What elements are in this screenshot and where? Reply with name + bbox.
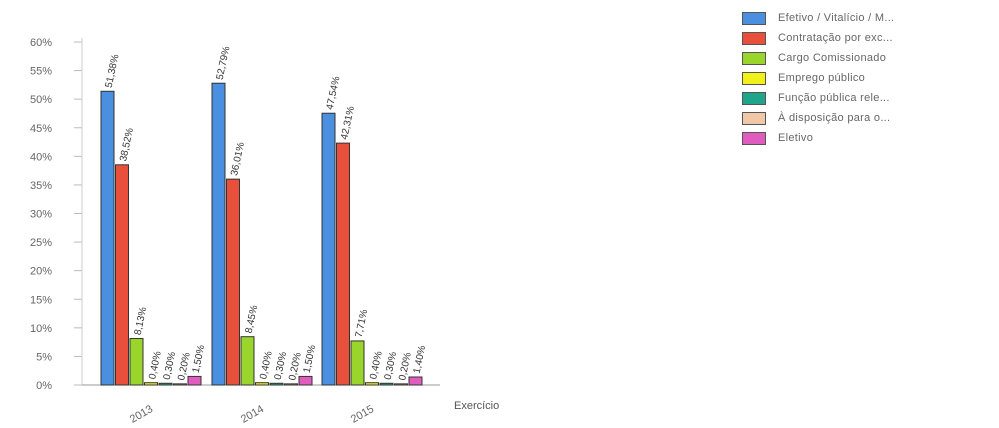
data-label: 52,79%: [215, 45, 233, 81]
bar-7-2014: [298, 375, 313, 386]
y-tick-label: 50%: [30, 94, 52, 106]
bar-7-2015: [408, 376, 423, 386]
data-label: 47,54%: [325, 75, 343, 111]
legend-label: Eletivo: [778, 132, 814, 144]
legend-label: Emprego público: [778, 72, 866, 84]
bar-3-2014: [240, 336, 255, 386]
legend-item[interactable]: Contratação por exc...: [742, 28, 992, 48]
legend-label: Efetivo / Vitalício / M...: [778, 12, 895, 24]
x-tick-label: 2013: [128, 403, 155, 423]
bar-4-2013: [144, 382, 158, 386]
y-tick-label: 40%: [30, 151, 52, 163]
legend-item[interactable]: À disposição para o...: [742, 108, 992, 128]
legend-item[interactable]: Função pública rele...: [742, 88, 992, 108]
legend-swatch: [742, 11, 766, 25]
bar-2-2015: [336, 142, 350, 386]
legend-item[interactable]: Emprego público: [742, 68, 992, 88]
data-label: 42,31%: [339, 105, 357, 141]
bar-4-2015: [365, 382, 379, 386]
data-label: 1,50%: [191, 344, 208, 374]
y-tick-label: 15%: [30, 294, 52, 306]
y-tick-label: 35%: [30, 180, 52, 192]
legend-swatch: [742, 51, 766, 65]
data-label: 7,71%: [354, 308, 371, 338]
legend-swatch: [742, 131, 766, 145]
data-label: 51,38%: [104, 53, 122, 89]
legend-item[interactable]: Efetivo / Vitalício / M...: [742, 8, 992, 28]
x-tick-label: 2015: [349, 403, 376, 423]
y-tick-label: 60%: [30, 37, 52, 49]
data-label: 8,45%: [244, 304, 261, 334]
y-tick-label: 20%: [30, 266, 52, 278]
y-tick-label: 45%: [30, 123, 52, 135]
bar-1-2014: [211, 82, 226, 386]
y-tick-label: 30%: [30, 209, 52, 221]
y-tick-label: 25%: [30, 237, 52, 249]
legend-swatch: [742, 111, 766, 125]
bar-5-2015: [379, 382, 394, 386]
legend-label: À disposição para o...: [778, 112, 891, 124]
legend-swatch: [742, 31, 766, 45]
x-axis-title: Exercício: [454, 400, 499, 412]
bar-chart: 0% 5% 10% 15% 20% 25% 30% 35% 40% 45% 50% 55% 60% 51,…: [30, 37, 499, 426]
y-tick-label: 10%: [30, 323, 52, 335]
bar-2-2013: [115, 164, 129, 386]
y-tick-label: 55%: [30, 66, 52, 78]
bar-3-2015: [350, 340, 365, 386]
legend-label: Cargo Comissionado: [778, 52, 887, 64]
y-tick-label: 0%: [36, 380, 52, 392]
data-label: 8,13%: [133, 306, 150, 336]
bar-1-2013: [100, 90, 115, 386]
data-label: 1,40%: [412, 344, 429, 374]
data-label: 38,52%: [118, 127, 136, 163]
bar-1-2015: [321, 112, 336, 386]
legend: Efetivo / Vitalício / M... Contratação po…: [742, 8, 992, 148]
data-label: 36,01%: [229, 141, 247, 177]
x-tick-label: 2014: [239, 403, 266, 423]
bar-3-2013: [129, 338, 144, 386]
y-tick-label: 5%: [36, 351, 52, 363]
bar-6-2014: [284, 383, 298, 386]
bar-6-2013: [173, 383, 187, 386]
bar-6-2015: [394, 383, 408, 386]
bar-2-2014: [226, 178, 240, 386]
chart-area: 0% 5% 10% 15% 20% 25% 30% 35% 40% 45% 50% 55% 60% 51,…: [30, 37, 499, 426]
bar-5-2013: [158, 382, 173, 386]
legend-swatch: [742, 71, 766, 85]
legend-swatch: [742, 91, 766, 105]
legend-item[interactable]: Eletivo: [742, 128, 992, 148]
data-label: 1,50%: [302, 344, 319, 374]
legend-label: Contratação por exc...: [778, 32, 893, 44]
bar-7-2013: [187, 375, 202, 386]
legend-item[interactable]: Cargo Comissionado: [742, 48, 992, 68]
bar-4-2014: [255, 382, 269, 386]
legend-label: Função pública rele...: [778, 92, 890, 104]
bar-5-2014: [269, 382, 284, 386]
